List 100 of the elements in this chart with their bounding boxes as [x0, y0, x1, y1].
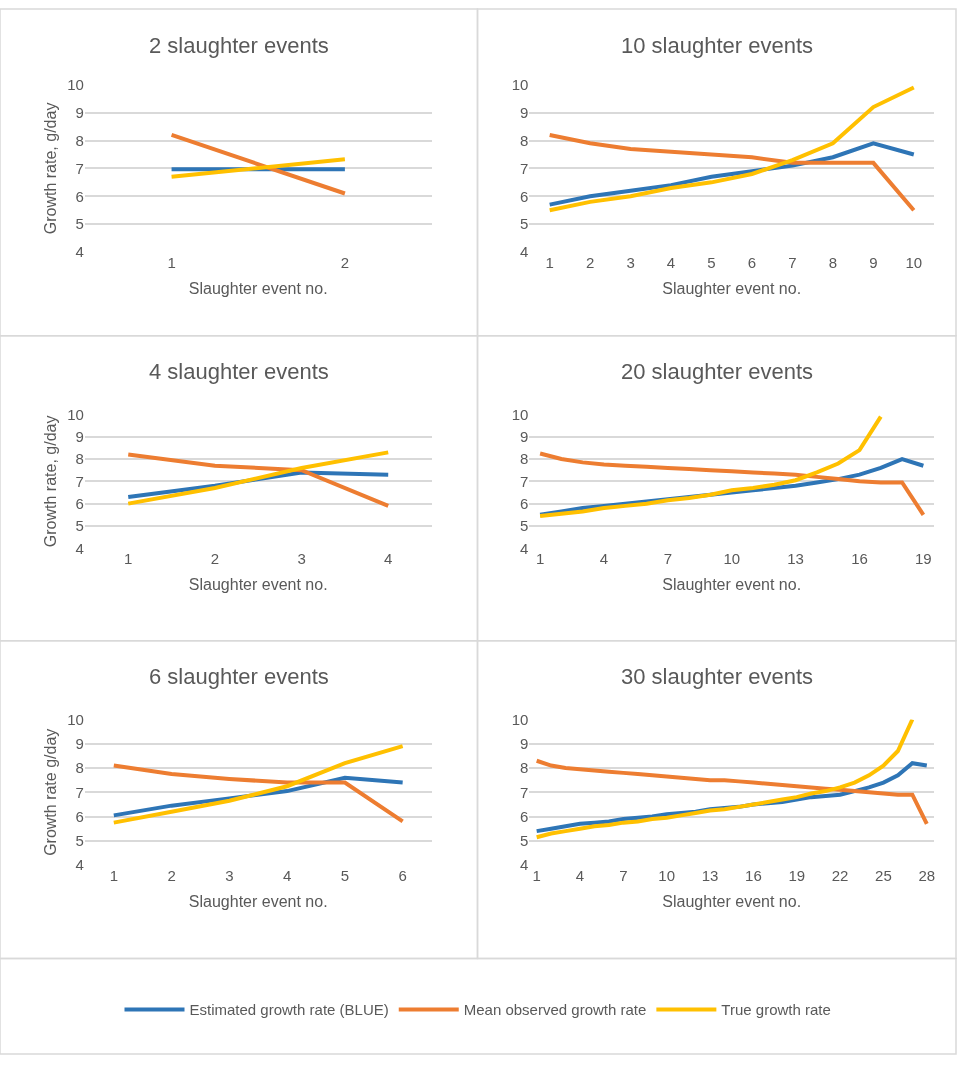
- x-tick-label: 22: [831, 867, 849, 885]
- y-tick-label: 9: [520, 427, 529, 445]
- y-tick-label: 6: [75, 494, 84, 512]
- y-tick-label: 6: [520, 494, 529, 512]
- x-axis-title: Slaughter event no.: [662, 892, 802, 910]
- legend-label: True growth rate: [721, 1001, 831, 1019]
- y-tick-label: 9: [75, 735, 84, 752]
- y-tick-label: 6: [75, 807, 84, 825]
- x-tick-label: 4: [599, 550, 609, 568]
- x-tick-label: 4: [384, 550, 393, 568]
- y-tick-label: 5: [520, 215, 529, 233]
- x-tick-label: 1: [124, 550, 133, 568]
- y-tick-label: 7: [520, 472, 529, 490]
- y-tick-label: 7: [520, 783, 529, 801]
- x-tick-label: 25: [875, 867, 892, 885]
- x-tick-label: 16: [851, 550, 868, 568]
- y-tick-label: 6: [520, 807, 529, 825]
- x-tick-label: 7: [788, 254, 797, 272]
- line-series: [111, 744, 405, 825]
- x-tick-label: 5: [707, 254, 716, 272]
- x-tick-label: 1: [535, 550, 545, 568]
- x-tick-label: 4: [575, 867, 585, 885]
- y-axis-title: Growth rate, g/day: [42, 415, 60, 548]
- x-tick-label: 1: [545, 254, 554, 272]
- x-tick-label: 7: [619, 867, 628, 885]
- x-axis-title: Slaughter event no.: [662, 575, 802, 593]
- y-tick-label: 10: [67, 405, 84, 423]
- y-tick-label: 5: [520, 832, 529, 850]
- x-tick-label: 8: [828, 254, 838, 272]
- x-tick-label: 7: [663, 550, 673, 568]
- y-tick-label: 9: [520, 735, 529, 752]
- x-tick-label: 2: [585, 254, 595, 272]
- x-tick-label: 3: [626, 254, 635, 272]
- y-tick-label: 4: [75, 856, 84, 874]
- y-tick-label: 8: [75, 759, 84, 777]
- x-tick-label: 2: [167, 867, 176, 885]
- x-axis-title: Slaughter event no.: [188, 575, 328, 593]
- y-tick-label: 8: [75, 450, 84, 468]
- x-tick-label: 3: [225, 867, 234, 885]
- y-tick-label: 10: [67, 76, 84, 94]
- y-tick-label: 9: [75, 103, 84, 121]
- x-tick-label: 10: [658, 867, 676, 885]
- y-axis-title: Growth rate, g/day: [42, 102, 60, 235]
- line-series: [547, 85, 916, 213]
- y-tick-label: 10: [67, 710, 84, 728]
- chart-title: 6 slaughter events: [149, 664, 329, 689]
- x-tick-label: 1: [532, 867, 541, 885]
- x-axis-title: Slaughter event no.: [188, 279, 328, 297]
- x-tick-label: 6: [747, 254, 757, 272]
- chart-title: 30 slaughter events: [621, 664, 814, 689]
- line-series: [534, 719, 915, 840]
- y-tick-label: 4: [520, 856, 529, 874]
- y-tick-label: 4: [75, 243, 84, 261]
- x-tick-label: 19: [915, 550, 932, 568]
- y-tick-label: 10: [511, 710, 529, 728]
- y-tick-label: 5: [520, 517, 529, 535]
- y-tick-label: 8: [520, 759, 529, 777]
- x-tick-label: 1: [109, 867, 118, 885]
- y-tick-label: 9: [520, 103, 529, 121]
- line-series: [538, 414, 883, 518]
- legend-label: Mean observed growth rate: [463, 1001, 647, 1019]
- y-tick-label: 5: [75, 832, 84, 850]
- y-tick-label: 4: [75, 539, 84, 557]
- x-tick-label: 16: [745, 867, 762, 885]
- y-tick-label: 7: [520, 159, 529, 177]
- y-tick-label: 10: [511, 76, 529, 94]
- x-tick-label: 28: [918, 867, 936, 885]
- x-tick-label: 2: [210, 550, 220, 568]
- x-tick-label: 13: [701, 867, 719, 885]
- y-tick-label: 5: [75, 517, 84, 535]
- x-tick-label: 4: [666, 254, 676, 272]
- y-tick-label: 5: [75, 215, 84, 233]
- y-tick-label: 8: [520, 450, 529, 468]
- x-tick-label: 4: [282, 867, 292, 885]
- x-tick-label: 10: [905, 254, 923, 272]
- y-tick-label: 6: [75, 187, 84, 205]
- legend-label: Estimated growth rate (BLUE): [189, 1001, 389, 1019]
- x-axis-title: Slaughter event no.: [188, 892, 328, 910]
- y-tick-label: 9: [75, 427, 84, 445]
- y-tick-label: 8: [520, 131, 529, 149]
- y-tick-label: 6: [520, 187, 529, 205]
- x-tick-label: 9: [869, 254, 878, 272]
- y-tick-label: 4: [520, 539, 529, 557]
- x-tick-label: 5: [340, 867, 350, 885]
- y-tick-label: 10: [511, 405, 529, 423]
- x-tick-label: 2: [340, 254, 350, 272]
- chart-title: 20 slaughter events: [621, 359, 814, 384]
- x-tick-label: 19: [788, 867, 806, 885]
- y-tick-label: 8: [75, 131, 84, 149]
- y-tick-label: 4: [520, 243, 529, 261]
- y-tick-label: 7: [75, 783, 84, 801]
- y-axis-title: Growth rate g/day: [42, 728, 60, 856]
- y-tick-label: 7: [75, 472, 84, 490]
- line-series: [111, 763, 405, 824]
- chart-title: 10 slaughter events: [621, 33, 814, 58]
- line-series: [547, 132, 916, 213]
- x-tick-label: 10: [723, 550, 741, 568]
- x-tick-label: 6: [398, 867, 407, 885]
- y-tick-label: 7: [75, 159, 84, 177]
- x-axis-title: Slaughter event no.: [662, 279, 802, 297]
